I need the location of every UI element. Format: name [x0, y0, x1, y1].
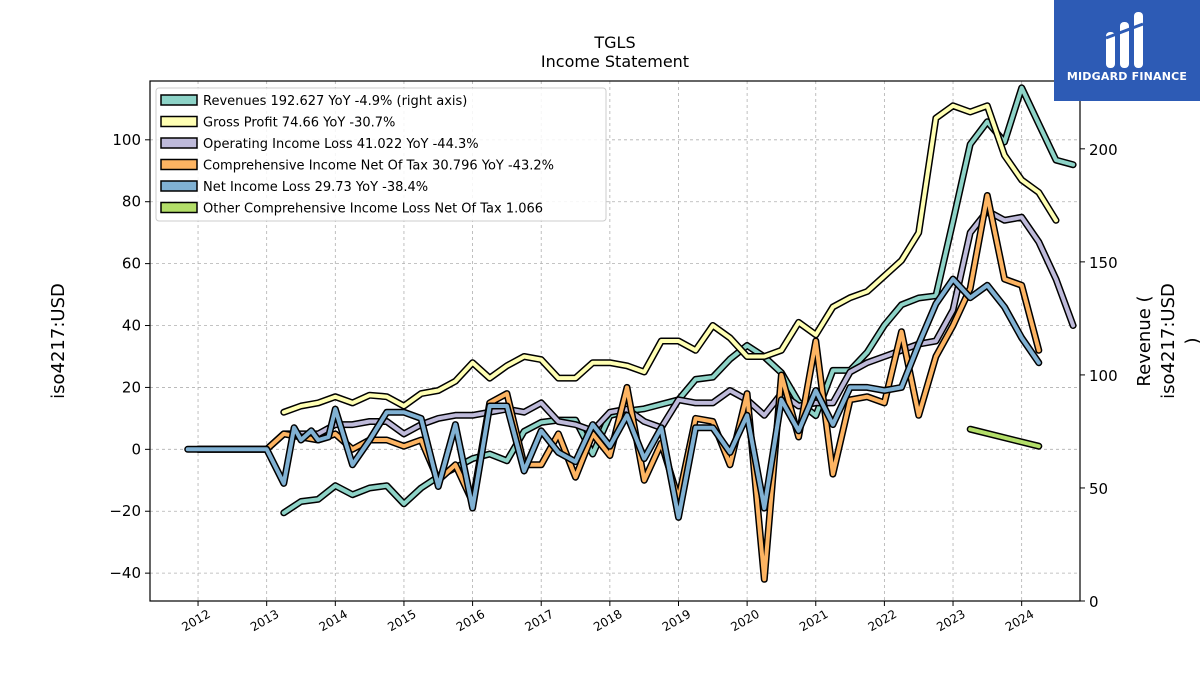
legend-swatch	[160, 201, 198, 214]
y-tick-label: 20	[122, 378, 141, 396]
legend-swatch	[160, 158, 198, 171]
left-axis-label: iso4217:USD	[48, 283, 69, 399]
y2-tick-label: 50	[1089, 480, 1108, 498]
series-6	[966, 425, 1043, 450]
x-tick-label: 2014	[317, 607, 350, 634]
legend-entry: Revenues 192.627 YoY -4.9% (right axis)	[203, 94, 467, 109]
right-axis-label-line: iso4217:USD	[1158, 283, 1179, 399]
series-5	[184, 275, 1043, 521]
series-line-outline	[184, 275, 1043, 521]
y2-tick-label: 0	[1089, 593, 1099, 611]
series-line	[185, 277, 1041, 520]
y2-tick-label: 100	[1089, 367, 1118, 385]
series-3	[194, 207, 1077, 453]
x-tick-label: 2016	[454, 607, 487, 634]
chart-title: TGLS	[593, 33, 635, 52]
legend: Revenues 192.627 YoY -4.9% (right axis) G…	[155, 87, 607, 222]
series-line	[196, 209, 1076, 452]
legend-swatch	[160, 94, 198, 106]
right-axis-label-line: )	[1182, 337, 1200, 344]
x-tick-label: 2020	[728, 607, 761, 634]
chart-subtitle: Income Statement	[541, 52, 689, 71]
x-tick-label: 2024	[1003, 607, 1036, 634]
plot-frame	[149, 80, 1081, 602]
x-tick-label: 2023	[934, 607, 967, 634]
x-tick-label: 2021	[797, 607, 830, 634]
x-tick-label: 2013	[248, 607, 281, 634]
x-tick-label: 2019	[660, 607, 693, 634]
x-tick-label: 2012	[179, 607, 212, 634]
legend-swatch	[160, 115, 198, 128]
legend-swatch	[160, 137, 198, 149]
y-tick-label: 0	[131, 440, 141, 458]
y-tick-label: −40	[109, 564, 141, 582]
x-tick-label: 2022	[866, 607, 899, 634]
right-axis-label: Revenue (iso4217:USD)	[1134, 283, 1200, 399]
x-tick-label: 2015	[385, 607, 418, 634]
logo-mark-icon	[1105, 12, 1144, 68]
series-2	[280, 102, 1060, 416]
y2-tick-label: 200	[1089, 141, 1118, 159]
series-line	[968, 427, 1041, 449]
legend-entry: Comprehensive Income Net Of Tax 30.796 Y…	[203, 159, 554, 174]
x-tick-label: 2018	[591, 607, 624, 634]
y-tick-label: −20	[109, 502, 141, 520]
legend-box	[155, 87, 607, 222]
y-tick-label: 80	[122, 193, 141, 211]
series-line	[281, 103, 1058, 415]
right-axis-label-line: Revenue (	[1134, 295, 1155, 386]
legend-entry: Gross Profit 74.66 YoY -30.7%	[203, 116, 395, 131]
left-axis-ticks: −40 −20 0 20 40 60 80 100	[109, 131, 150, 582]
brand-logo: MIDGARD FINANCE	[1054, 0, 1200, 101]
y-tick-label: 60	[122, 255, 141, 273]
legend-entry: Operating Income Loss 41.022 YoY -44.3%	[203, 137, 479, 152]
right-axis-ticks: 0 50 100 150 200	[1080, 141, 1118, 611]
legend-entry: Net Income Loss 29.73 YoY -38.4%	[203, 180, 428, 195]
y-tick-label: 100	[112, 131, 141, 149]
y2-tick-label: 150	[1089, 254, 1118, 272]
legend-entry: Other Comprehensive Income Loss Net Of T…	[203, 202, 543, 217]
x-tick-label: 2017	[522, 607, 555, 634]
legend-swatch	[160, 180, 198, 192]
series-layer	[184, 84, 1077, 583]
y-tick-label: 40	[122, 317, 141, 335]
x-axis-ticks: 2012 2013 2014 2015 2016 2017 2018 2019 2020 2021…	[179, 601, 1036, 634]
logo-text: MIDGARD FINANCE	[1066, 70, 1188, 83]
